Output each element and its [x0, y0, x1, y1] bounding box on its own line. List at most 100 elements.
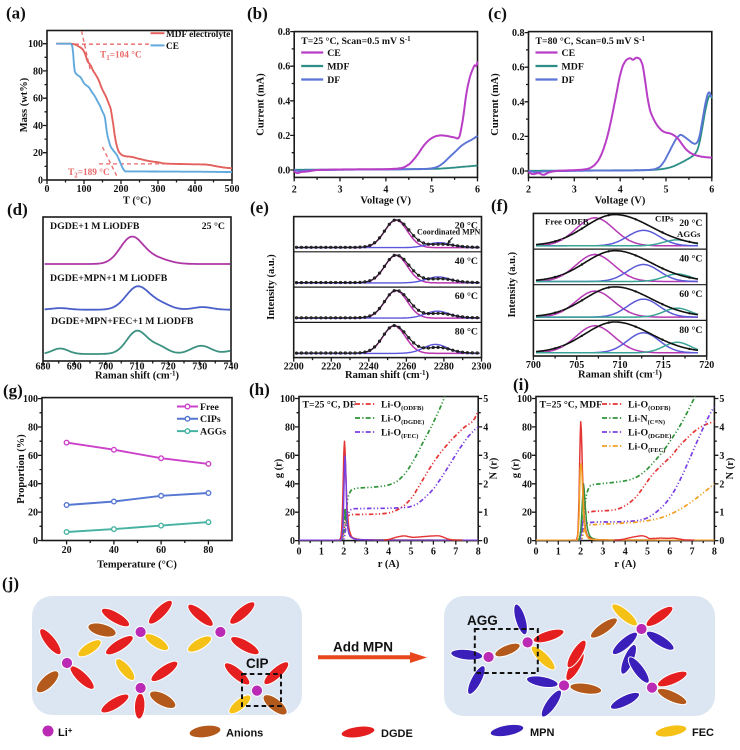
svg-text:5: 5 — [483, 394, 488, 405]
svg-text:DGDE+1 M LiODFB: DGDE+1 M LiODFB — [50, 221, 140, 232]
svg-text:20: 20 — [62, 545, 72, 556]
svg-text:Free ODFB: Free ODFB — [545, 217, 589, 227]
svg-text:Raman shift (cm-1): Raman shift (cm-1) — [95, 370, 180, 382]
svg-text:g (r): g (r) — [274, 458, 285, 478]
svg-text:(e): (e) — [250, 198, 269, 217]
svg-text:Coordinated MPN: Coordinated MPN — [417, 228, 481, 237]
svg-text:400: 400 — [188, 184, 203, 195]
svg-text:5: 5 — [664, 185, 669, 196]
svg-text:(d): (d) — [7, 200, 28, 219]
svg-text:2280: 2280 — [434, 362, 454, 373]
svg-text:40: 40 — [33, 121, 43, 132]
svg-text:40: 40 — [522, 479, 532, 490]
svg-text:T1=104 °C: T1=104 °C — [100, 50, 142, 63]
svg-text:CIPs: CIPs — [655, 214, 674, 224]
svg-text:Current (mA): Current (mA) — [256, 73, 267, 136]
svg-text:2260: 2260 — [396, 362, 416, 373]
svg-text:(j): (j) — [2, 574, 19, 593]
svg-text:MDF: MDF — [562, 62, 584, 73]
svg-text:r (A): r (A) — [614, 559, 636, 570]
svg-text:0.0: 0.0 — [512, 167, 525, 178]
svg-text:3: 3 — [600, 547, 605, 558]
svg-text:80: 80 — [203, 545, 213, 556]
svg-text:(g): (g) — [3, 381, 23, 400]
svg-text:0: 0 — [527, 536, 532, 547]
svg-text:T2=189 °C: T2=189 °C — [68, 167, 110, 180]
svg-text:6: 6 — [667, 547, 672, 558]
svg-text:T=25 °C, Scan=0.5 mV S-1: T=25 °C, Scan=0.5 mV S-1 — [301, 35, 411, 47]
svg-text:20 °C: 20 °C — [679, 218, 702, 229]
svg-text:100: 100 — [77, 184, 92, 195]
svg-text:40: 40 — [109, 545, 119, 556]
svg-text:Proportion (%): Proportion (%) — [16, 434, 27, 504]
svg-text:6: 6 — [709, 185, 714, 196]
svg-text:CE: CE — [327, 48, 341, 59]
svg-text:60: 60 — [156, 545, 166, 556]
svg-text:2300: 2300 — [472, 362, 492, 373]
svg-text:4: 4 — [719, 422, 724, 433]
svg-text:0: 0 — [719, 536, 724, 547]
svg-text:1: 1 — [556, 547, 561, 558]
svg-text:AGG: AGG — [467, 613, 498, 628]
svg-text:1: 1 — [719, 508, 724, 519]
svg-text:300: 300 — [151, 184, 166, 195]
svg-text:2: 2 — [341, 547, 346, 558]
svg-text:Add MPN: Add MPN — [333, 640, 393, 655]
svg-text:Raman shift (cm-1): Raman shift (cm-1) — [345, 369, 430, 381]
svg-text:(f): (f) — [491, 196, 508, 215]
svg-text:700: 700 — [526, 360, 541, 371]
svg-text:(c): (c) — [488, 4, 507, 23]
svg-text:DF: DF — [327, 75, 340, 86]
svg-text:20: 20 — [33, 148, 43, 159]
svg-text:2240: 2240 — [359, 362, 379, 373]
svg-text:Anions: Anions — [226, 728, 263, 740]
svg-text:(h): (h) — [249, 380, 270, 399]
svg-text:FEC: FEC — [692, 727, 714, 739]
svg-text:2200: 2200 — [284, 362, 304, 373]
svg-text:3: 3 — [719, 451, 724, 462]
svg-text:6: 6 — [431, 547, 436, 558]
svg-text:Mass (wt%): Mass (wt%) — [19, 77, 30, 132]
svg-text:40: 40 — [285, 479, 295, 490]
svg-text:4: 4 — [483, 422, 488, 433]
svg-text:T (°C): T (°C) — [123, 196, 152, 207]
svg-text:2: 2 — [719, 479, 724, 490]
svg-text:3: 3 — [364, 547, 369, 558]
svg-text:80: 80 — [285, 422, 295, 433]
svg-text:AGGs: AGGs — [677, 229, 701, 239]
svg-text:2: 2 — [292, 185, 297, 196]
svg-text:5: 5 — [409, 547, 414, 558]
svg-text:4: 4 — [386, 547, 391, 558]
svg-text:1: 1 — [483, 508, 488, 519]
svg-text:0.2: 0.2 — [512, 132, 525, 143]
svg-text:AGGs: AGGs — [200, 427, 226, 438]
svg-text:100: 100 — [517, 394, 532, 405]
svg-text:Intensity (a.u.): Intensity (a.u.) — [507, 251, 518, 317]
svg-text:20: 20 — [522, 508, 532, 519]
svg-text:g (r): g (r) — [511, 458, 522, 478]
svg-text:60 °C: 60 °C — [679, 289, 702, 300]
svg-text:7: 7 — [690, 547, 695, 558]
svg-text:2: 2 — [578, 547, 583, 558]
svg-text:MPN: MPN — [530, 727, 555, 739]
svg-text:0: 0 — [297, 547, 302, 558]
svg-text:r (A): r (A) — [378, 559, 400, 570]
svg-text:0.4: 0.4 — [512, 97, 525, 108]
svg-text:DF: DF — [562, 75, 575, 86]
svg-text:Voltage (V): Voltage (V) — [360, 196, 411, 207]
svg-text:0: 0 — [45, 184, 50, 195]
svg-text:4: 4 — [623, 547, 628, 558]
svg-text:Temperature (°C): Temperature (°C) — [97, 560, 177, 571]
svg-text:40 °C: 40 °C — [455, 256, 478, 267]
svg-text:720: 720 — [161, 362, 176, 373]
svg-text:MDF: MDF — [327, 62, 349, 73]
svg-text:0.0: 0.0 — [278, 166, 291, 177]
svg-text:0.6: 0.6 — [278, 62, 291, 73]
svg-text:T=25 °C, MDF: T=25 °C, MDF — [540, 400, 603, 411]
svg-text:(i): (i) — [513, 375, 529, 394]
svg-text:3: 3 — [338, 185, 343, 196]
svg-text:4: 4 — [618, 185, 623, 196]
svg-text:8: 8 — [476, 547, 481, 558]
svg-text:20 °C: 20 °C — [455, 221, 478, 232]
svg-text:6: 6 — [475, 185, 480, 196]
